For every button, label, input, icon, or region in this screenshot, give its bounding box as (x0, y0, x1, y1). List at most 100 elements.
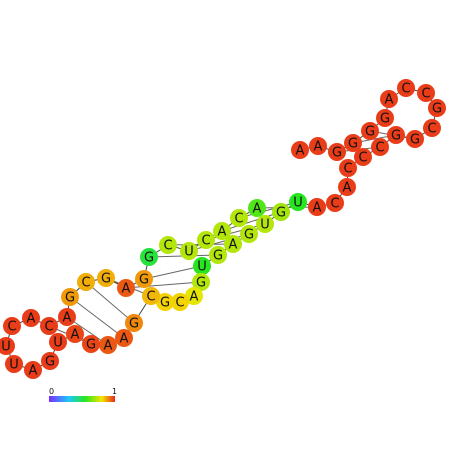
nucleotide: A (291, 141, 309, 159)
nucleotide-circle (354, 148, 372, 166)
nucleotide-label: C (163, 239, 172, 254)
nucleotide: G (156, 293, 174, 311)
nucleotide: U (289, 193, 307, 211)
nucleotide-circle (41, 352, 59, 370)
nucleotide-circle (197, 231, 215, 249)
nucleotide: U (180, 242, 198, 260)
nucleotide-circle (417, 84, 435, 102)
base-pair-bond (221, 211, 282, 232)
nucleotide: G (376, 109, 394, 127)
nucleotide-circle (291, 141, 309, 159)
nucleotide-label: C (330, 197, 339, 212)
nucleotide: C (159, 236, 177, 254)
nucleotide-label: A (120, 332, 129, 347)
base-pair-bond (69, 296, 125, 339)
nucleotide-label: G (244, 228, 254, 243)
nucleotide: G (406, 130, 424, 148)
nucleotide-circle (213, 222, 231, 240)
nucleotide: G (41, 352, 59, 370)
nucleotide-label: G (86, 338, 96, 353)
nucleotide-circle (40, 317, 58, 335)
nucleotide-circle (423, 119, 441, 137)
nucleotide-label: G (432, 102, 442, 117)
nucleotide-label: A (313, 201, 322, 216)
nucleotide: A (213, 222, 231, 240)
nucleotide-label: C (375, 141, 384, 156)
nucleotide-circle (272, 203, 290, 221)
nucleotide-label: A (27, 312, 36, 327)
nucleotide: C (423, 119, 441, 137)
nucleotide: G (97, 269, 115, 287)
nucleotide: G (428, 99, 446, 117)
nucleotide-circle (82, 335, 100, 353)
nucleotide: A (117, 279, 135, 297)
nucleotide: C (397, 79, 415, 97)
nucleotide-label: A (253, 202, 262, 217)
nucleotide: U (256, 215, 274, 233)
nucleotide: G (387, 126, 405, 144)
nucleotide-label: U (53, 336, 63, 351)
nucleotide-label: A (218, 225, 227, 240)
nucleotide-circle (308, 198, 326, 216)
nucleotide-circle (99, 336, 117, 354)
color-scale-min-label: 0 (49, 387, 54, 396)
nucleotide-label: C (44, 320, 53, 335)
nucleotide-circle (125, 314, 143, 332)
nucleotide-circle (256, 215, 274, 233)
nucleotide: C (326, 194, 344, 212)
nucleotide-label: C (146, 290, 155, 305)
nucleotide: A (380, 90, 398, 108)
nucleotide: C (3, 317, 21, 335)
nucleotide: A (66, 325, 84, 343)
nucleotide-circle (97, 269, 115, 287)
nucleotide-label: G (391, 129, 401, 144)
nucleotide-label: C (401, 82, 410, 97)
nucleotide-circle (159, 236, 177, 254)
nucleotide-circle (185, 287, 203, 305)
nucleotide-circle (58, 308, 76, 326)
nucleotide-circle (289, 193, 307, 211)
nucleotide-circle (3, 317, 21, 335)
nucleotide-label: A (190, 290, 199, 305)
nucleotide-label: G (144, 251, 154, 266)
nucleotide-label: A (63, 311, 72, 326)
nucleotide: G (361, 122, 379, 140)
nucleotide: G (344, 134, 362, 152)
nucleotide-label: A (314, 140, 323, 155)
nucleotide-circle (171, 293, 189, 311)
nucleotide: C (40, 317, 58, 335)
nucleotide-circle (66, 325, 84, 343)
nucleotide: A (308, 198, 326, 216)
nucleotide-circle (338, 178, 356, 196)
nucleotide-label: C (358, 151, 367, 166)
nucleotide: C (371, 138, 389, 156)
nucleotide-circle (376, 109, 394, 127)
nucleotide: C (417, 84, 435, 102)
nucleotide-circle (230, 209, 248, 227)
nucleotide-label: G (276, 206, 286, 221)
nucleotide: C (230, 209, 248, 227)
nucleotide: A (185, 287, 203, 305)
nucleotide: C (171, 293, 189, 311)
nucleotide-label: C (175, 296, 184, 311)
nucleotide-circle (209, 246, 227, 264)
nucleotide-label: C (343, 162, 352, 177)
nucleotide: A (99, 336, 117, 354)
nucleotide: U (49, 333, 67, 351)
nucleotide-circle (248, 199, 266, 217)
nucleotide-label: G (213, 249, 223, 264)
nucleotide-label: U (260, 218, 270, 233)
nucleotide-circle (192, 273, 210, 291)
nucleotide: A (58, 308, 76, 326)
base-pair-bond (188, 233, 250, 252)
nucleotide-label: A (343, 181, 352, 196)
base-pair-bond (85, 281, 135, 324)
nucleotide-label: A (122, 282, 131, 297)
nucleotide: G (125, 314, 143, 332)
color-scale-max-label: 1 (112, 387, 117, 396)
nucleotide-circle (328, 143, 346, 161)
nucleotide-circle (61, 288, 79, 306)
